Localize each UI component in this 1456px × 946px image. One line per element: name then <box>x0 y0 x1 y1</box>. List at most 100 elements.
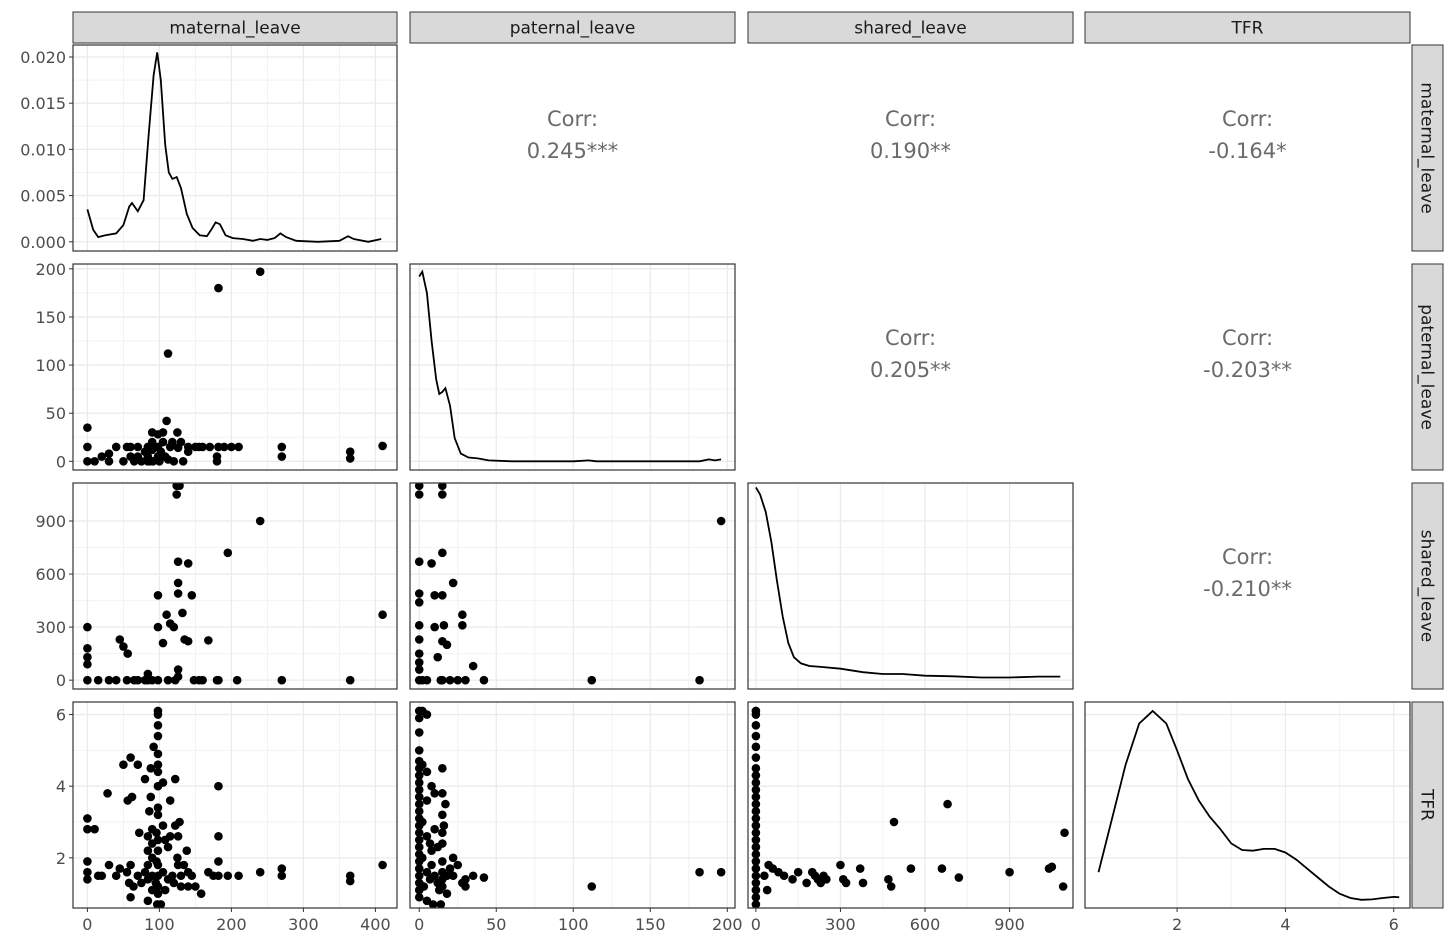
y-tick-label: 6 <box>56 706 66 725</box>
data-point <box>83 622 92 632</box>
corr-label: Corr: <box>1222 326 1273 350</box>
data-point <box>751 710 761 719</box>
data-point <box>422 867 432 877</box>
data-point <box>126 442 135 452</box>
data-point <box>176 882 186 891</box>
data-point <box>751 885 761 895</box>
panel-TFR-maternal_leave <box>72 701 398 909</box>
data-point <box>175 817 184 827</box>
panel-shared_leave-maternal_leave <box>72 482 398 690</box>
corr-value: -0.210** <box>1203 577 1292 601</box>
data-point <box>97 452 107 461</box>
data-point <box>140 867 150 877</box>
data-point <box>133 871 143 881</box>
corr-value: -0.164* <box>1208 139 1286 163</box>
data-point <box>143 860 153 870</box>
data-point <box>751 849 761 859</box>
data-point <box>176 437 186 447</box>
data-point <box>751 731 761 741</box>
data-point <box>453 675 463 685</box>
data-point <box>751 763 761 773</box>
y-tick-label: 300 <box>35 618 66 637</box>
data-point <box>155 457 164 466</box>
data-point <box>191 882 200 891</box>
data-point <box>204 636 213 645</box>
data-point <box>173 665 183 674</box>
data-point <box>90 824 99 834</box>
y-tick-label: 2 <box>56 849 66 868</box>
strip-top-TFR <box>1084 11 1411 44</box>
x-tick-label: 300 <box>825 915 856 934</box>
data-point <box>143 669 153 679</box>
data-point <box>133 675 143 685</box>
data-point <box>90 457 99 466</box>
data-point <box>943 799 952 809</box>
data-point <box>419 882 429 891</box>
y-tick-label: 4 <box>56 777 66 796</box>
data-point <box>442 640 452 650</box>
data-point <box>751 785 761 795</box>
corr-label: Corr: <box>547 107 598 131</box>
data-point <box>937 864 947 873</box>
y-tick-label: 0 <box>56 452 66 471</box>
data-point <box>751 828 761 838</box>
data-point <box>461 882 470 891</box>
data-point <box>143 896 153 906</box>
data-point <box>788 875 797 884</box>
panel-border <box>72 482 398 690</box>
x-tick-label: 4 <box>1280 915 1290 934</box>
data-point <box>160 885 170 895</box>
data-point <box>751 720 761 730</box>
data-point <box>414 658 424 667</box>
data-point <box>438 882 447 891</box>
data-point <box>345 675 355 685</box>
data-point <box>422 767 432 777</box>
data-point <box>418 760 427 769</box>
data-point <box>97 871 107 881</box>
data-point <box>153 889 163 898</box>
x-tick-label: 2 <box>1172 915 1182 934</box>
data-point <box>427 559 436 568</box>
panel-border <box>409 482 736 690</box>
panel-content <box>414 706 726 908</box>
corr-cell-maternal_leave-TFR: Corr: -0.164* <box>1208 107 1286 163</box>
data-point <box>214 871 223 881</box>
data-point <box>751 753 761 762</box>
data-point <box>414 589 424 598</box>
data-point <box>83 814 92 823</box>
data-point <box>445 864 455 873</box>
data-point <box>438 490 447 499</box>
data-point <box>163 349 173 358</box>
strip-label-right: paternal_leave <box>1417 304 1437 430</box>
strip-right-shared_leave <box>1411 482 1444 690</box>
data-point <box>83 659 92 669</box>
data-point <box>158 778 168 787</box>
x-tick-label: 200 <box>216 915 247 934</box>
panel-border <box>72 263 398 471</box>
data-point <box>143 846 153 855</box>
data-point <box>439 821 449 830</box>
data-point <box>751 878 761 888</box>
x-tick-label: 0 <box>82 915 92 934</box>
data-point <box>836 860 845 870</box>
data-point <box>153 810 163 820</box>
data-point <box>441 799 450 809</box>
data-point <box>173 428 182 437</box>
strip-top-maternal_leave <box>72 11 398 44</box>
y-tick-label: 0 <box>56 671 66 690</box>
x-tick-label: 400 <box>360 915 391 934</box>
data-point <box>119 760 128 769</box>
data-point <box>137 878 146 888</box>
data-point <box>122 867 132 877</box>
data-point <box>153 720 163 730</box>
data-point <box>414 665 424 674</box>
corr-label: Corr: <box>885 107 936 131</box>
data-point <box>430 590 439 600</box>
data-point <box>889 817 899 827</box>
data-point <box>134 828 144 838</box>
corr-value: -0.203** <box>1203 358 1292 382</box>
data-point <box>418 853 427 863</box>
data-point <box>214 857 223 866</box>
data-point <box>277 871 287 881</box>
data-point <box>153 590 163 600</box>
